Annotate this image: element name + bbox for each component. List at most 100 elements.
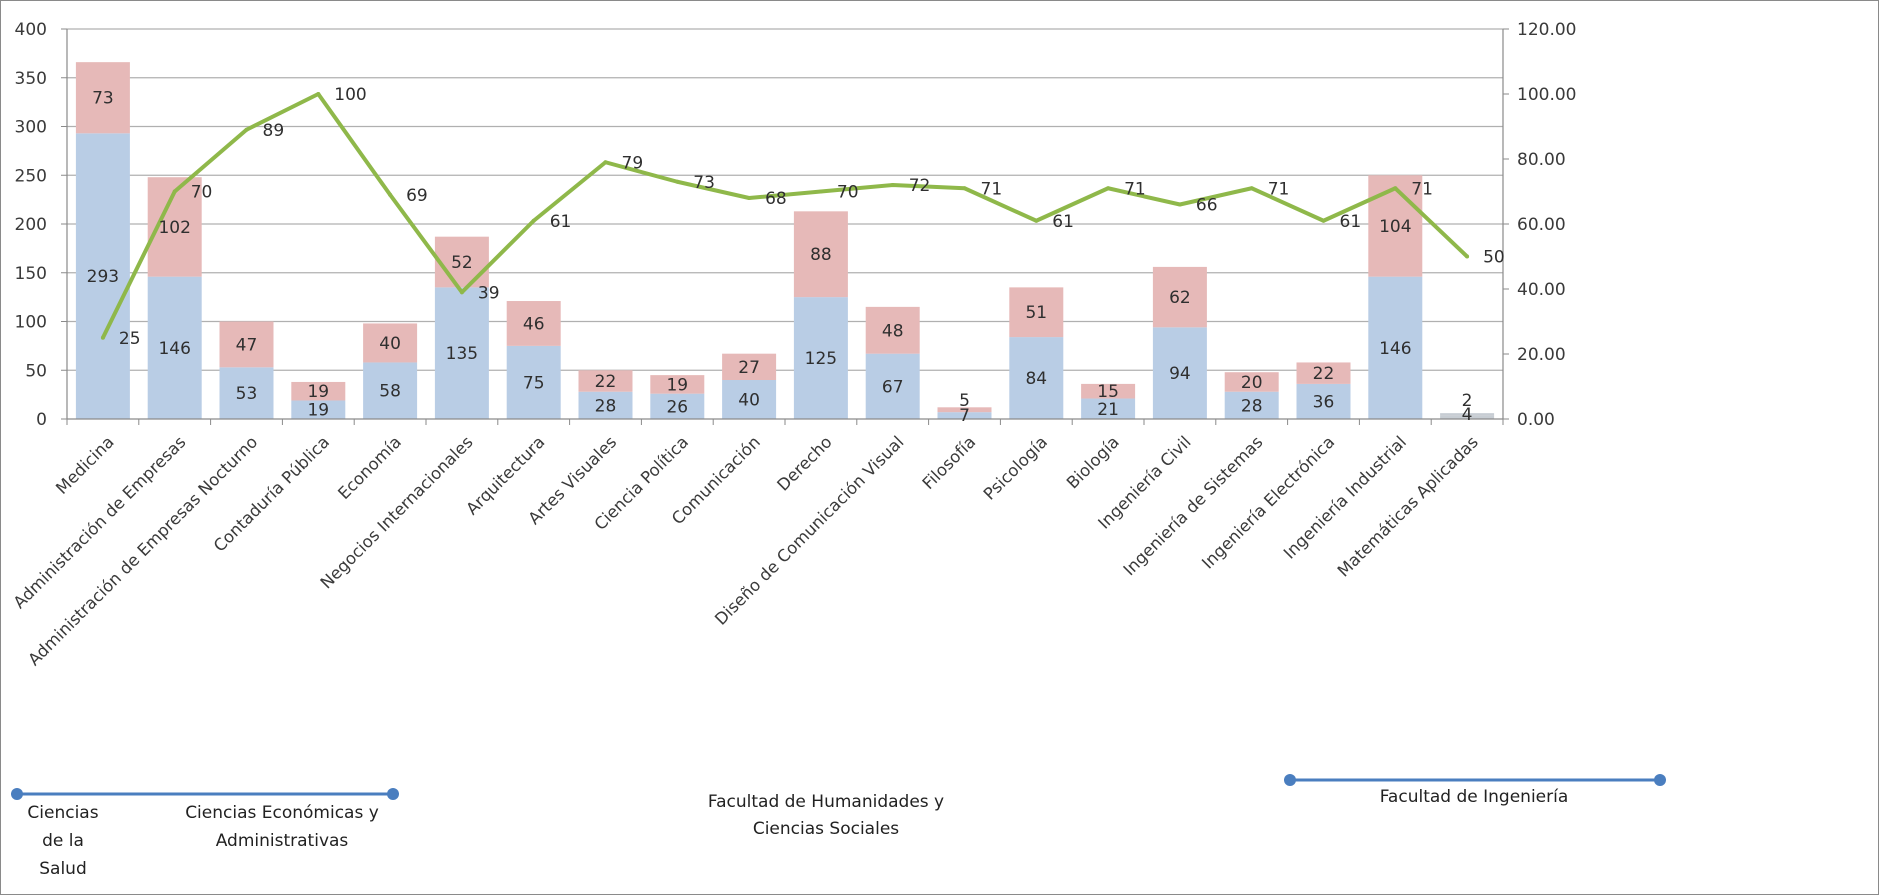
line-data-label: 25 bbox=[119, 329, 141, 349]
right-axis-tick-label: 40.00 bbox=[1517, 280, 1566, 300]
bar-segment-bottom bbox=[937, 412, 992, 419]
category-label: Derecho bbox=[773, 432, 835, 494]
line-data-label: 73 bbox=[693, 173, 715, 193]
bar-label-bottom: 26 bbox=[666, 397, 688, 417]
bar-segment-top bbox=[650, 375, 705, 394]
bar-label-bottom: 19 bbox=[307, 401, 329, 421]
line-point bbox=[962, 186, 967, 191]
bar-segment-bottom bbox=[219, 367, 274, 419]
bar-segment-top bbox=[937, 407, 992, 413]
category-label: Ingeniería de Sistemas bbox=[1120, 432, 1267, 579]
line-point bbox=[1177, 202, 1182, 207]
left-axis-tick-label: 200 bbox=[15, 215, 47, 235]
bar-label-bottom: 146 bbox=[1379, 339, 1411, 359]
bracket-health-economics-end-dot bbox=[387, 788, 399, 800]
bar-label-top: 104 bbox=[1379, 217, 1411, 237]
bar-label-top: 48 bbox=[882, 321, 904, 341]
line-point bbox=[388, 192, 393, 197]
bar-label-bottom: 67 bbox=[882, 377, 904, 397]
bar-label-top: 22 bbox=[595, 372, 617, 392]
bar-segment-top bbox=[1296, 362, 1351, 384]
right-axis-tick-label: 120.00 bbox=[1517, 20, 1576, 40]
left-axis-tick-label: 150 bbox=[15, 264, 47, 284]
category-label: Ingeniería Electrónica bbox=[1198, 432, 1338, 572]
line-data-label: 50 bbox=[1483, 248, 1505, 268]
bar-label-bottom: 293 bbox=[87, 267, 119, 287]
bar-label-top: 52 bbox=[451, 253, 473, 273]
line-data-label: 89 bbox=[263, 121, 285, 141]
line-point bbox=[1106, 186, 1111, 191]
bar-segment-top bbox=[722, 353, 777, 380]
bar-segment-top bbox=[793, 211, 848, 298]
right-axis-tick-label: 0.00 bbox=[1517, 410, 1555, 430]
line-data-label: 61 bbox=[550, 212, 572, 232]
left-axis-tick-label: 250 bbox=[15, 166, 47, 186]
category-label: Matemáticas Aplicadas bbox=[1334, 432, 1482, 580]
line-data-label: 71 bbox=[1268, 179, 1290, 199]
line-data-label: 66 bbox=[1196, 196, 1218, 216]
bar-label-top: 19 bbox=[666, 375, 688, 395]
line-point bbox=[747, 196, 752, 200]
bar-segment-bottom bbox=[147, 276, 202, 419]
bar-segment-top bbox=[1081, 383, 1136, 399]
line-point bbox=[459, 290, 464, 295]
bracket-health-economics-start-dot bbox=[11, 788, 23, 800]
bar-label-bottom: 28 bbox=[1241, 396, 1263, 416]
bar-label-bottom: 125 bbox=[805, 349, 837, 369]
faculty-label: Administrativas bbox=[216, 831, 349, 851]
bar-segment-top bbox=[506, 301, 561, 346]
bar-segment-bottom bbox=[1368, 276, 1423, 419]
bracket-engineering-start-dot bbox=[1284, 774, 1296, 786]
bar-segment-bottom bbox=[1296, 383, 1351, 419]
bar-label-top: 47 bbox=[236, 335, 258, 355]
bar-segment-bottom bbox=[865, 353, 920, 419]
line-point bbox=[244, 127, 249, 132]
faculty-label: Ciencias bbox=[27, 803, 98, 823]
left-axis-tick-label: 50 bbox=[25, 361, 47, 381]
bar-label-bottom: 84 bbox=[1025, 369, 1047, 389]
category-label: Ingeniería Industrial bbox=[1280, 432, 1410, 562]
bar-label-bottom: 75 bbox=[523, 373, 545, 393]
line-data-label: 71 bbox=[1411, 179, 1433, 199]
bar-segment-bottom bbox=[291, 400, 346, 419]
line-point bbox=[316, 92, 321, 96]
bar-label-top: 62 bbox=[1169, 288, 1191, 308]
bar-label-bottom: 4 bbox=[1462, 405, 1473, 425]
bar-label-bottom: 36 bbox=[1313, 392, 1335, 412]
bar-label-top: 2 bbox=[1462, 391, 1473, 411]
faculty-label: Salud bbox=[39, 859, 87, 879]
stacked-bars bbox=[75, 62, 1495, 419]
bar-segment-bottom bbox=[793, 297, 848, 419]
faculty-annotations: Ciencias de la Salud Ciencias Económicas y A… bbox=[11, 774, 1666, 879]
line-point bbox=[172, 189, 177, 194]
bar-segment-top bbox=[1152, 266, 1207, 328]
left-axis-tick-label: 400 bbox=[15, 20, 47, 40]
bar-segment-bottom bbox=[506, 345, 561, 419]
line-data-label: 70 bbox=[191, 183, 213, 203]
bar-label-top: 20 bbox=[1241, 373, 1263, 393]
line-data-label: 71 bbox=[981, 179, 1003, 199]
bar-segment-top bbox=[865, 306, 920, 354]
bar-segment-top bbox=[1009, 287, 1064, 338]
bar-label-top: 5 bbox=[959, 391, 970, 411]
right-axis-tick-label: 60.00 bbox=[1517, 215, 1566, 235]
category-label: Economía bbox=[334, 432, 405, 503]
bar-label-top: 88 bbox=[810, 245, 832, 265]
line-point bbox=[100, 335, 105, 340]
category-label: Filosofía bbox=[919, 432, 980, 493]
line-point bbox=[1321, 218, 1326, 223]
faculty-label: de la bbox=[42, 831, 84, 851]
bar-label-top: 73 bbox=[92, 89, 114, 109]
bar-label-bottom: 40 bbox=[738, 391, 760, 411]
bar-label-bottom: 28 bbox=[595, 396, 617, 416]
left-axis-tick-label: 300 bbox=[15, 118, 47, 138]
right-axis-tick-label: 100.00 bbox=[1517, 85, 1576, 105]
line-data-label: 79 bbox=[622, 153, 644, 173]
bar-segment-top bbox=[578, 370, 633, 392]
line-point bbox=[890, 183, 895, 187]
bar-label-top: 102 bbox=[158, 218, 190, 238]
line-series bbox=[100, 92, 1470, 340]
bar-segment-bottom bbox=[75, 133, 130, 419]
